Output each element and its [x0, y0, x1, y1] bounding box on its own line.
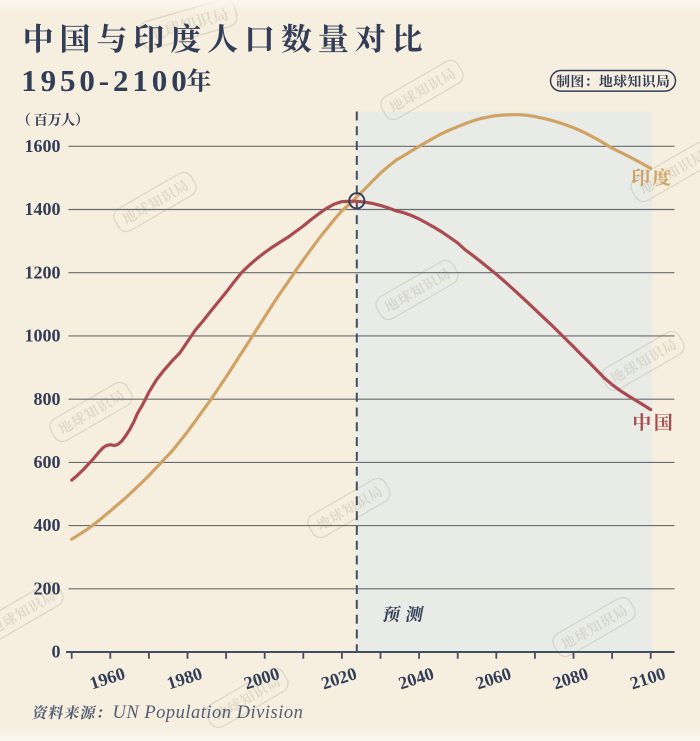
svg-text:UN Population Division: UN Population Division	[113, 703, 304, 723]
svg-text:0: 0	[52, 642, 61, 662]
svg-text:600: 600	[34, 452, 61, 472]
svg-text:1200: 1200	[25, 262, 61, 282]
svg-text:800: 800	[34, 389, 61, 409]
svg-text:1600: 1600	[25, 136, 61, 156]
svg-text:400: 400	[34, 515, 61, 535]
svg-text:1000: 1000	[25, 326, 61, 346]
svg-text:1400: 1400	[25, 199, 61, 219]
svg-text:200: 200	[34, 578, 61, 598]
svg-text:1950-2100: 1950-2100	[21, 63, 190, 98]
